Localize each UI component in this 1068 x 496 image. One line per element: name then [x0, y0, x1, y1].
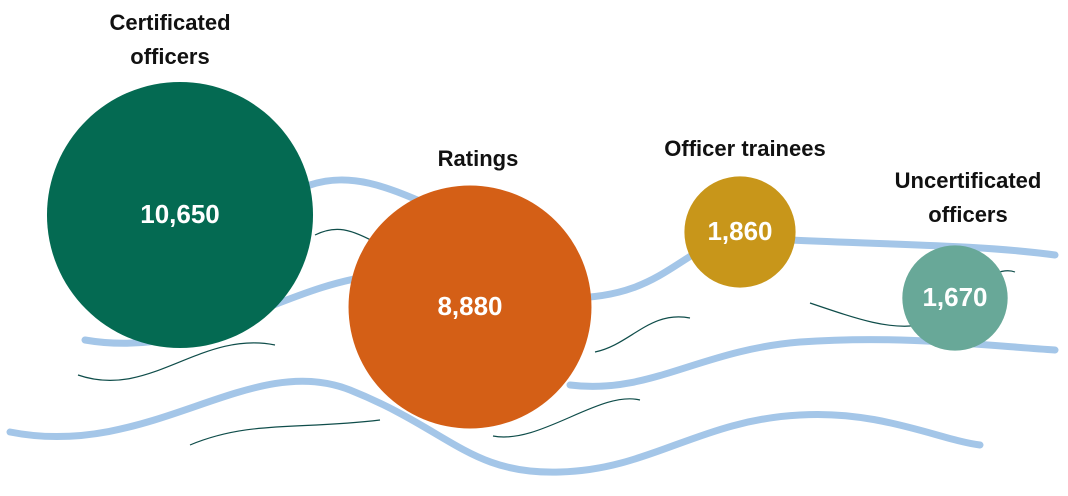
chart: 10,650 8,880 1,860 1,670: [0, 0, 1068, 496]
value-label: 1,860: [707, 216, 772, 246]
value-label: 1,670: [922, 282, 987, 312]
category-label: Uncertificated officers: [878, 164, 1058, 232]
value-label: 8,880: [437, 291, 502, 321]
infographic: 10,650 8,880 1,860 1,670 Certificated offic…: [0, 0, 1068, 496]
category-label: Certificated officers: [85, 6, 255, 74]
value-label: 10,650: [140, 199, 220, 229]
category-label: Officer trainees: [625, 132, 865, 166]
category-label: Ratings: [378, 142, 578, 176]
